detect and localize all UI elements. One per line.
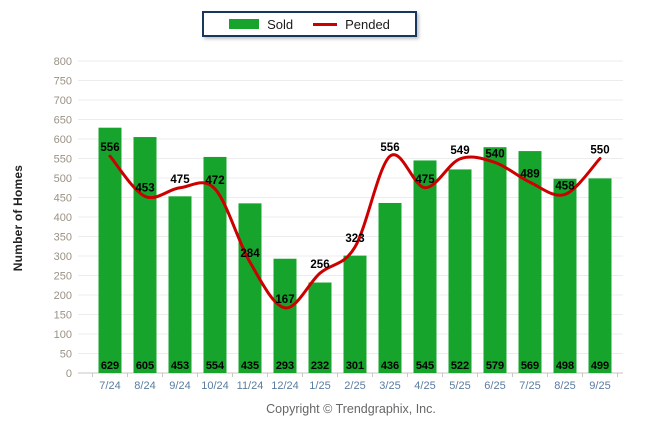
sold-bar-2/25 [343, 255, 367, 373]
y-tick-label: 200 [54, 290, 72, 302]
x-tick-label: 8/25 [554, 380, 575, 392]
y-tick-label: 350 [54, 232, 72, 244]
pended-value-label: 475 [415, 174, 435, 186]
sold-value-label: 499 [591, 360, 609, 372]
x-tick-label: 10/24 [201, 380, 229, 392]
sold-value-label: 301 [346, 360, 364, 372]
x-tick-label: 8/24 [134, 380, 155, 392]
sold-value-label: 554 [206, 360, 225, 372]
pended-line [108, 153, 602, 310]
sold-value-label: 629 [101, 360, 119, 372]
y-tick-label: 450 [54, 193, 72, 205]
copyright-text: Copyright © Trendgraphix, Inc. [266, 402, 436, 416]
x-tick-label: 5/25 [449, 380, 470, 392]
pended-value-label: 556 [100, 142, 119, 154]
sold-bar-8/25 [553, 178, 577, 373]
sold-bar-6/25 [483, 147, 507, 373]
sold-value-label: 605 [136, 360, 154, 372]
pended-value-label: 284 [240, 248, 260, 260]
sold-bar-4/25 [413, 160, 437, 373]
pended-value-label: 472 [205, 175, 224, 187]
legend-label-sold: Sold [267, 16, 294, 32]
sold-value-label: 453 [171, 360, 189, 372]
x-tick-label: 7/25 [519, 380, 540, 392]
pended-value-label: 549 [450, 145, 469, 157]
sold-value-label: 569 [521, 360, 539, 372]
x-tick-label: 6/25 [484, 380, 505, 392]
sold-bar-8/24 [133, 137, 157, 373]
sold-value-label: 545 [416, 360, 434, 372]
y-tick-label: 50 [60, 349, 72, 361]
y-tick-label: 550 [54, 154, 72, 166]
sold-value-label: 579 [486, 360, 504, 372]
x-tick-label: 2/25 [344, 380, 365, 392]
x-tick-label: 9/25 [589, 380, 610, 392]
sold-bar-12/24 [273, 258, 297, 373]
sold-bar-9/25 [588, 178, 612, 373]
y-tick-label: 800 [54, 56, 72, 68]
sold-value-label: 293 [276, 360, 294, 372]
y-tick-label: 500 [54, 173, 72, 185]
sold-bar-7/24 [98, 127, 122, 373]
x-tick-label: 12/24 [271, 380, 299, 392]
x-tick-label: 4/25 [414, 380, 435, 392]
y-tick-label: 250 [54, 271, 72, 283]
pended-value-label: 323 [345, 233, 364, 245]
sold-bar-5/25 [448, 169, 472, 373]
x-tick-label: 1/25 [309, 380, 330, 392]
pended-value-label: 475 [170, 174, 190, 186]
sold-bar-7/25 [518, 151, 542, 373]
legend: Sold Pended [202, 11, 417, 37]
y-tick-label: 650 [54, 115, 72, 127]
pended-value-label: 556 [380, 142, 399, 154]
pended-value-label: 167 [275, 294, 294, 306]
y-tick-label: 400 [54, 212, 72, 224]
sold-bar-1/25 [308, 282, 332, 373]
pended-value-label: 540 [485, 148, 504, 160]
pended-value-label: 256 [310, 259, 329, 271]
pended-value-label: 453 [135, 182, 154, 194]
x-tick-label: 7/24 [99, 380, 120, 392]
sold-value-label: 436 [381, 360, 399, 372]
pended-value-label: 489 [520, 168, 539, 180]
sold-bar-10/24 [203, 156, 227, 373]
sold-bar-11/24 [238, 203, 262, 373]
sold-legend-swatch-icon [229, 19, 260, 29]
legend-label-pended: Pended [345, 16, 390, 32]
y-tick-label: 300 [54, 251, 72, 263]
sold-value-label: 232 [311, 360, 329, 372]
y-tick-label: 750 [54, 76, 72, 88]
x-tick-label: 3/25 [379, 380, 400, 392]
y-tick-label: 100 [54, 329, 72, 341]
y-tick-label: 0 [66, 368, 72, 380]
sold-value-label: 498 [556, 360, 574, 372]
y-tick-label: 150 [54, 310, 72, 322]
sold-value-label: 522 [451, 360, 469, 372]
pended-legend-swatch-icon [313, 22, 338, 26]
x-tick-label: 11/24 [237, 380, 264, 392]
sold-value-label: 435 [241, 360, 259, 372]
y-tick-label: 600 [54, 134, 72, 146]
y-axis-title: Number of Homes [11, 164, 25, 272]
sold-bar-9/24 [168, 196, 192, 373]
pended-value-label: 458 [555, 180, 575, 192]
pended-value-label: 550 [590, 145, 609, 157]
x-tick-label: 9/24 [169, 380, 190, 392]
y-tick-label: 700 [54, 95, 72, 107]
sold-bar-3/25 [378, 202, 402, 373]
